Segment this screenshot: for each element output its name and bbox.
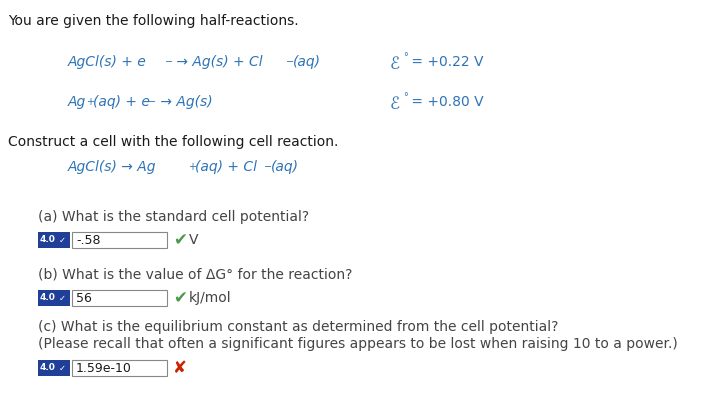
Text: 4.0: 4.0 bbox=[40, 235, 56, 245]
Text: ℰ: ℰ bbox=[390, 55, 400, 73]
FancyBboxPatch shape bbox=[38, 360, 70, 376]
Text: −: − bbox=[148, 97, 156, 107]
Text: 4.0: 4.0 bbox=[40, 293, 56, 303]
Text: (aq): (aq) bbox=[271, 160, 299, 174]
Text: (aq) + Cl: (aq) + Cl bbox=[195, 160, 257, 174]
Text: = +0.22 V: = +0.22 V bbox=[407, 55, 484, 69]
Text: ✓: ✓ bbox=[59, 364, 66, 372]
Text: V: V bbox=[189, 233, 199, 247]
Text: (aq): (aq) bbox=[293, 55, 321, 69]
Text: −: − bbox=[264, 162, 272, 172]
Text: 56: 56 bbox=[76, 291, 92, 305]
Text: AgCl(s) → Ag: AgCl(s) → Ag bbox=[68, 160, 157, 174]
Text: ℰ: ℰ bbox=[390, 95, 400, 113]
FancyBboxPatch shape bbox=[72, 290, 167, 306]
Text: → Ag(s) + Cl: → Ag(s) + Cl bbox=[172, 55, 262, 69]
Text: (Please recall that often a significant figures appears to be lost when raising : (Please recall that often a significant … bbox=[38, 337, 678, 351]
Text: -.58: -.58 bbox=[76, 233, 101, 247]
Text: (a) What is the standard cell potential?: (a) What is the standard cell potential? bbox=[38, 210, 309, 224]
Text: °: ° bbox=[403, 92, 408, 102]
Text: Construct a cell with the following cell reaction.: Construct a cell with the following cell… bbox=[8, 135, 338, 149]
Text: AgCl(s) + e: AgCl(s) + e bbox=[68, 55, 147, 69]
FancyBboxPatch shape bbox=[38, 232, 70, 248]
Text: = +0.80 V: = +0.80 V bbox=[407, 95, 484, 109]
Text: ✓: ✓ bbox=[59, 293, 66, 303]
Text: kJ/mol: kJ/mol bbox=[189, 291, 232, 305]
Text: +: + bbox=[188, 162, 196, 172]
Text: → Ag(s): → Ag(s) bbox=[156, 95, 213, 109]
Text: You are given the following half-reactions.: You are given the following half-reactio… bbox=[8, 14, 298, 28]
Text: 1.59e-10: 1.59e-10 bbox=[76, 361, 132, 374]
Text: (c) What is the equilibrium constant as determined from the cell potential?: (c) What is the equilibrium constant as … bbox=[38, 320, 559, 334]
Text: ✔: ✔ bbox=[173, 231, 187, 249]
Text: (b) What is the value of ΔG° for the reaction?: (b) What is the value of ΔG° for the rea… bbox=[38, 268, 352, 282]
FancyBboxPatch shape bbox=[72, 360, 167, 376]
Text: −: − bbox=[286, 57, 294, 67]
FancyBboxPatch shape bbox=[72, 232, 167, 248]
Text: °: ° bbox=[403, 52, 408, 62]
Text: ✓: ✓ bbox=[59, 235, 66, 245]
Text: Ag: Ag bbox=[68, 95, 86, 109]
Text: ✘: ✘ bbox=[173, 359, 187, 377]
Text: +: + bbox=[86, 97, 94, 107]
Text: −: − bbox=[165, 57, 173, 67]
Text: ✔: ✔ bbox=[173, 289, 187, 307]
FancyBboxPatch shape bbox=[38, 290, 70, 306]
Text: 4.0: 4.0 bbox=[40, 364, 56, 372]
Text: (aq) + e: (aq) + e bbox=[93, 95, 150, 109]
